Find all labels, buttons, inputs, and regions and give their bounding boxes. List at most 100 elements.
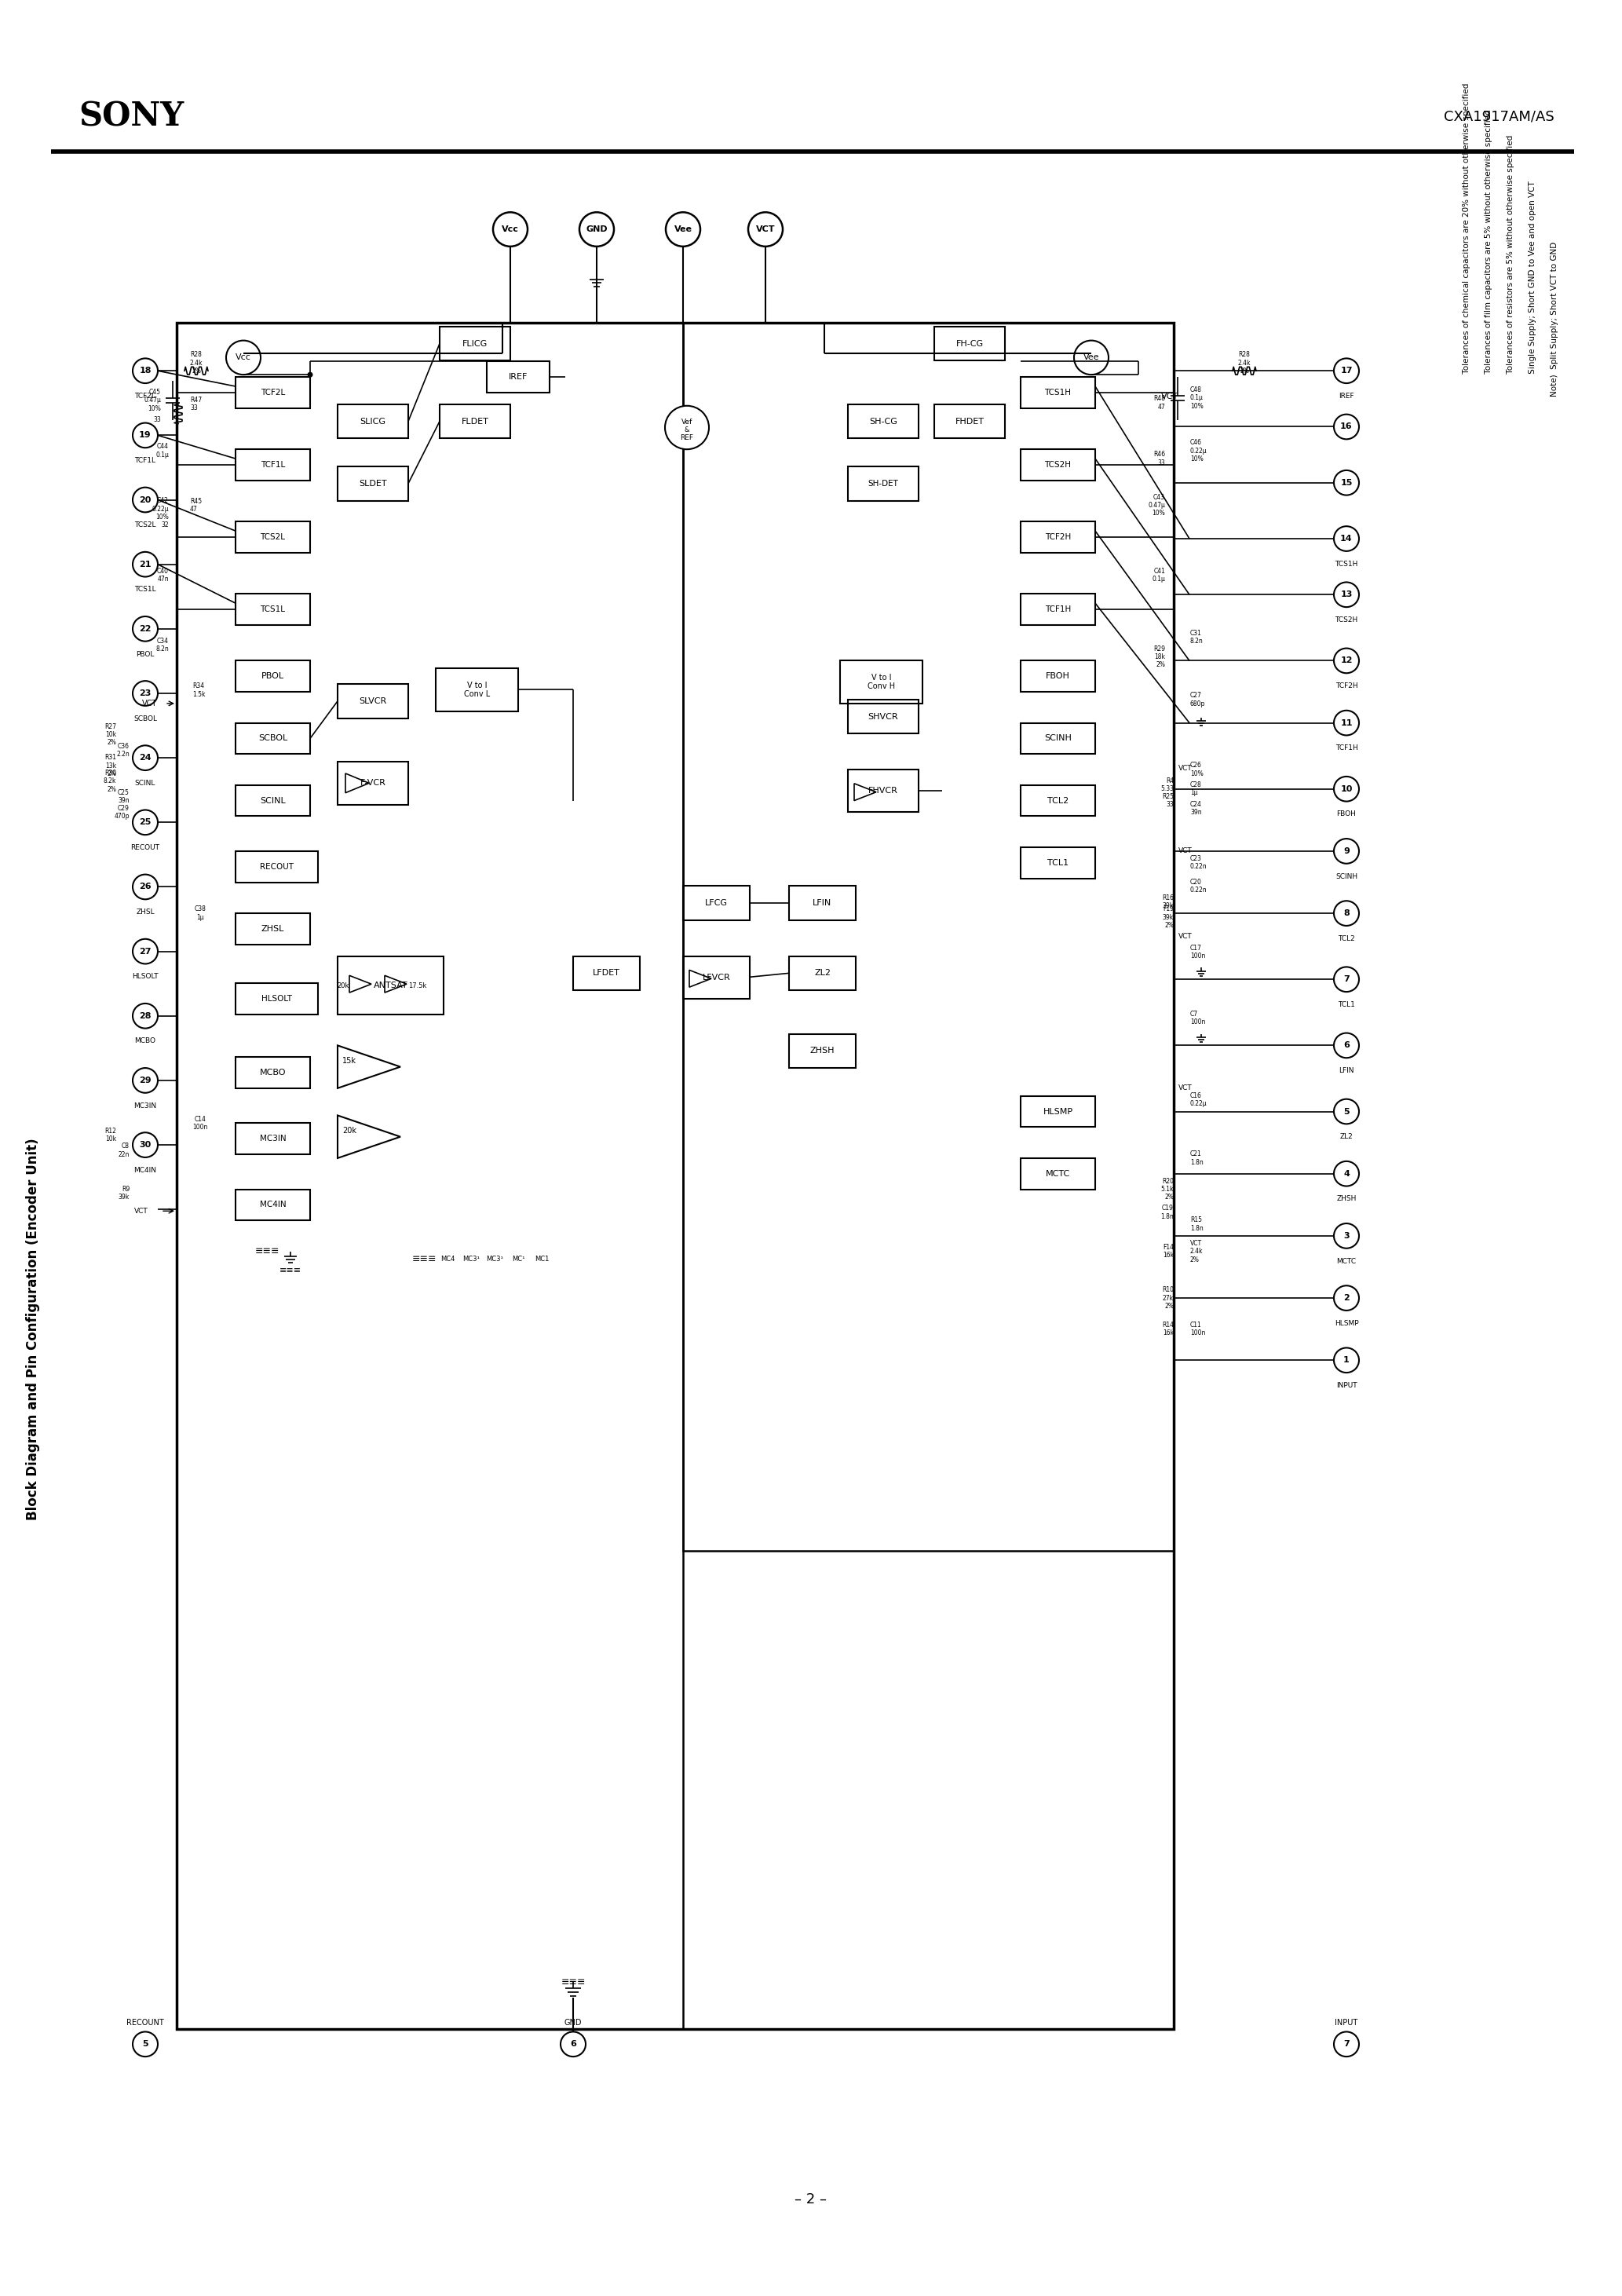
Bar bbox=[235, 852, 318, 882]
Text: 30: 30 bbox=[139, 1141, 151, 1148]
Circle shape bbox=[133, 1068, 157, 1093]
Text: 16: 16 bbox=[1340, 422, 1353, 432]
Bar bbox=[1020, 723, 1095, 753]
Circle shape bbox=[133, 2032, 157, 2057]
Text: INPUT: INPUT bbox=[1335, 2018, 1358, 2027]
Text: 23: 23 bbox=[139, 689, 151, 698]
Circle shape bbox=[1333, 967, 1359, 992]
Bar bbox=[235, 723, 310, 753]
Text: MC3¹: MC3¹ bbox=[487, 1256, 503, 1263]
Text: Tolerances of film capacitors are 5% without otherwise specified: Tolerances of film capacitors are 5% wit… bbox=[1484, 110, 1492, 397]
Text: 25: 25 bbox=[139, 817, 151, 827]
Text: C28
1µ: C28 1µ bbox=[1191, 781, 1202, 797]
Text: LFCG: LFCG bbox=[706, 900, 728, 907]
Text: PBOL: PBOL bbox=[261, 673, 284, 680]
Text: 7: 7 bbox=[1343, 976, 1350, 983]
Text: 5: 5 bbox=[143, 2041, 148, 2048]
Text: C34
8.2n: C34 8.2n bbox=[156, 638, 169, 652]
Text: SCINH: SCINH bbox=[1335, 872, 1358, 879]
Circle shape bbox=[133, 682, 157, 705]
Text: 33: 33 bbox=[154, 416, 161, 422]
Text: Single Supply; Short GND to Vee and open VCT: Single Supply; Short GND to Vee and open… bbox=[1528, 181, 1536, 397]
Bar bbox=[848, 700, 918, 735]
Text: C11
100n: C11 100n bbox=[1191, 1322, 1205, 1336]
Circle shape bbox=[1333, 1224, 1359, 1249]
Circle shape bbox=[133, 875, 157, 900]
Text: R14
16k: R14 16k bbox=[1161, 1322, 1174, 1336]
Bar bbox=[337, 762, 409, 804]
Circle shape bbox=[133, 358, 157, 383]
Text: ZL2: ZL2 bbox=[814, 969, 830, 978]
Text: 3: 3 bbox=[1343, 1233, 1350, 1240]
Bar bbox=[235, 785, 310, 815]
Text: 18: 18 bbox=[139, 367, 151, 374]
Text: V to I
Conv L: V to I Conv L bbox=[464, 682, 490, 698]
Circle shape bbox=[1333, 1033, 1359, 1058]
Text: R10
27k
2%: R10 27k 2% bbox=[1161, 1286, 1174, 1309]
Text: MCBO: MCBO bbox=[260, 1068, 285, 1077]
Text: C40
47n: C40 47n bbox=[157, 567, 169, 583]
Text: FHVCR: FHVCR bbox=[868, 788, 899, 794]
Circle shape bbox=[1333, 838, 1359, 863]
Bar bbox=[848, 404, 918, 439]
Text: C20
0.22n: C20 0.22n bbox=[1191, 879, 1207, 893]
Circle shape bbox=[133, 615, 157, 641]
Bar bbox=[235, 983, 318, 1015]
Text: 29: 29 bbox=[139, 1077, 151, 1084]
Text: MC4IN: MC4IN bbox=[135, 1166, 157, 1173]
Circle shape bbox=[1333, 1348, 1359, 1373]
Text: VCT: VCT bbox=[1179, 765, 1192, 771]
Text: 20k: 20k bbox=[337, 983, 349, 990]
Circle shape bbox=[1333, 776, 1359, 801]
Bar bbox=[934, 404, 1006, 439]
Text: TCS1L: TCS1L bbox=[135, 585, 156, 592]
Text: MC3IN: MC3IN bbox=[133, 1102, 157, 1109]
Text: SCINL: SCINL bbox=[260, 797, 285, 804]
Text: R48
47: R48 47 bbox=[1153, 395, 1165, 411]
Bar bbox=[848, 466, 918, 501]
Text: Vee: Vee bbox=[1083, 354, 1100, 360]
Text: – 2 –: – 2 – bbox=[795, 2193, 827, 2206]
Text: R25
33: R25 33 bbox=[1161, 792, 1174, 808]
Text: SH-CG: SH-CG bbox=[869, 418, 897, 425]
Text: C42
0.22µ
10%
32: C42 0.22µ 10% 32 bbox=[152, 498, 169, 528]
Text: GND: GND bbox=[564, 2018, 582, 2027]
Circle shape bbox=[1333, 2032, 1359, 2057]
Text: SCBOL: SCBOL bbox=[258, 735, 287, 742]
Circle shape bbox=[1333, 900, 1359, 925]
Circle shape bbox=[748, 211, 783, 246]
Text: 10: 10 bbox=[1340, 785, 1353, 792]
Text: &: & bbox=[684, 427, 689, 434]
Bar bbox=[487, 360, 550, 393]
Text: TCL1: TCL1 bbox=[1338, 1001, 1354, 1008]
Text: Vcc: Vcc bbox=[501, 225, 519, 234]
Circle shape bbox=[133, 1003, 157, 1029]
Bar bbox=[683, 886, 749, 921]
Text: ≡≡≡: ≡≡≡ bbox=[561, 1977, 586, 1986]
Text: TCS2L: TCS2L bbox=[135, 521, 156, 528]
Text: HLSMP: HLSMP bbox=[1335, 1320, 1359, 1327]
Text: R12
10k: R12 10k bbox=[104, 1127, 117, 1143]
Text: TCS2H: TCS2H bbox=[1045, 461, 1071, 468]
Text: C14
100n: C14 100n bbox=[193, 1116, 208, 1130]
Text: SCINH: SCINH bbox=[1045, 735, 1072, 742]
Bar bbox=[177, 324, 1174, 2030]
Text: SHVCR: SHVCR bbox=[868, 712, 899, 721]
Circle shape bbox=[133, 939, 157, 964]
Text: LFIN: LFIN bbox=[1338, 1068, 1354, 1075]
Text: 24: 24 bbox=[139, 753, 151, 762]
Text: 13: 13 bbox=[1340, 590, 1353, 599]
Text: 17: 17 bbox=[1340, 367, 1353, 374]
Text: TCF1H: TCF1H bbox=[1335, 744, 1358, 751]
Text: IREF: IREF bbox=[1338, 393, 1354, 400]
Bar bbox=[1020, 377, 1095, 409]
Text: R47
33: R47 33 bbox=[190, 397, 201, 411]
Text: ZHSH: ZHSH bbox=[1337, 1196, 1356, 1203]
Text: TCF1L: TCF1L bbox=[261, 461, 285, 468]
Text: CXA1917AM/AS: CXA1917AM/AS bbox=[1444, 110, 1554, 124]
Text: C24
39n: C24 39n bbox=[1191, 801, 1202, 815]
Text: 8: 8 bbox=[1343, 909, 1350, 916]
Circle shape bbox=[133, 422, 157, 448]
Text: F-VCR: F-VCR bbox=[360, 778, 386, 788]
Text: VCT: VCT bbox=[1161, 393, 1179, 400]
